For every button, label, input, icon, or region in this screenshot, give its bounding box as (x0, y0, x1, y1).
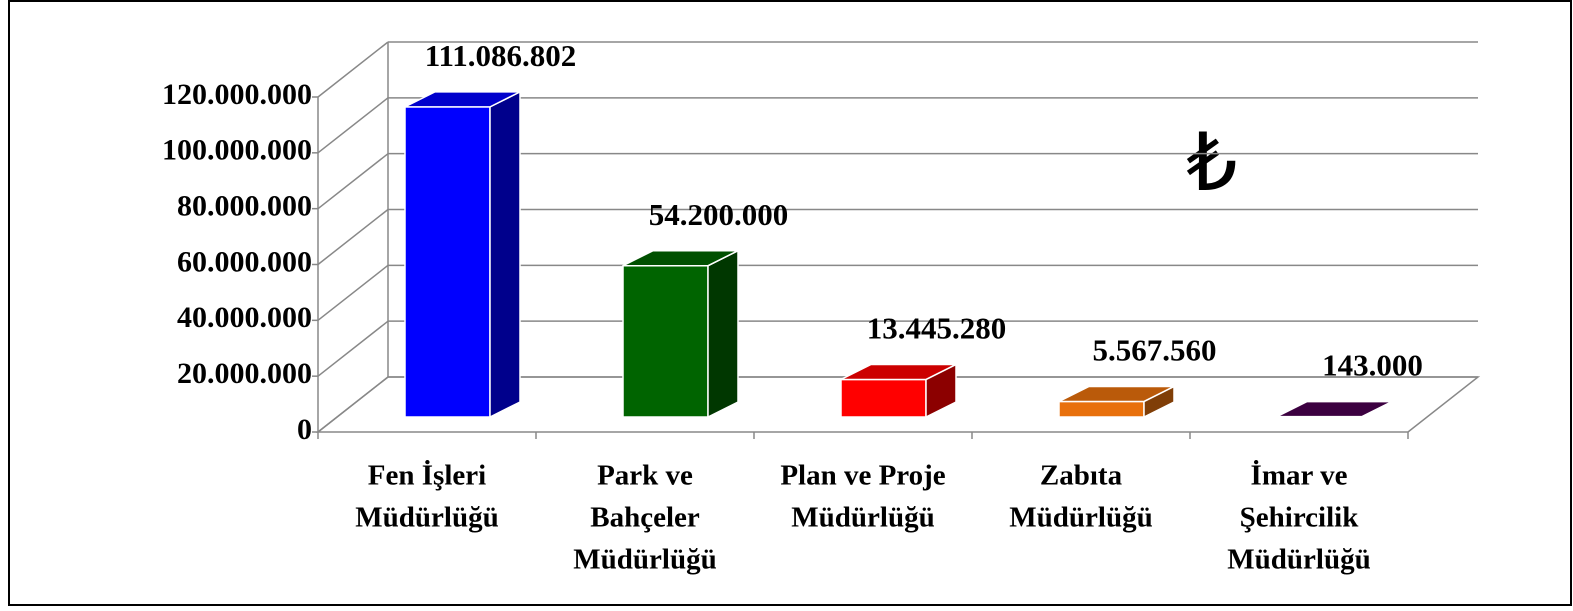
grid-line (318, 210, 388, 265)
x-tick-label: Şehircilik (1240, 502, 1360, 534)
bar-top (1277, 402, 1392, 417)
x-tick-label: Plan ve Proje (780, 460, 945, 492)
y-tick-label: 120.000.000 (162, 78, 312, 111)
value-label: 143.000 (1322, 348, 1423, 383)
value-label: 13.445.280 (867, 311, 1007, 346)
grid-line (318, 154, 388, 209)
y-tick-label: 80.000.000 (177, 190, 312, 223)
y-tick-label: 100.000.000 (162, 134, 312, 167)
bar-front (623, 266, 708, 417)
value-label: 111.086.802 (425, 38, 577, 73)
bar-side (490, 92, 520, 417)
y-tick-label: 40.000.000 (177, 301, 312, 334)
value-label: 5.567.560 (1093, 333, 1217, 368)
x-tick-label: İmar ve (1251, 459, 1348, 492)
x-tick-label: Zabıta (1040, 460, 1123, 492)
x-tick-label: Park ve (597, 460, 693, 492)
bar-side (708, 251, 738, 417)
y-tick-label: 60.000.000 (177, 245, 312, 278)
x-tick-label: Müdürlüğü (573, 544, 716, 576)
grid-line (318, 321, 388, 376)
bar-front (405, 107, 490, 417)
x-tick-label: Fen İşleri (368, 459, 486, 492)
grid-line (318, 42, 388, 97)
x-tick-label: Müdürlüğü (1009, 502, 1152, 534)
x-tick-label: Müdürlüğü (355, 502, 498, 534)
x-tick-label: Müdürlüğü (791, 502, 934, 534)
grid-line (318, 265, 388, 320)
y-tick-label: 20.000.000 (177, 357, 312, 390)
bar-front (1059, 401, 1144, 417)
grid-line (318, 377, 388, 432)
x-tick-label: Bahçeler (590, 502, 700, 534)
x-tick-label: Müdürlüğü (1227, 544, 1370, 576)
value-label: 54.200.000 (649, 197, 789, 232)
y-tick-label: 0 (297, 413, 312, 446)
grid-line (318, 98, 388, 153)
currency-annotation: ₺ (1187, 116, 1238, 209)
bar-front (841, 379, 926, 417)
